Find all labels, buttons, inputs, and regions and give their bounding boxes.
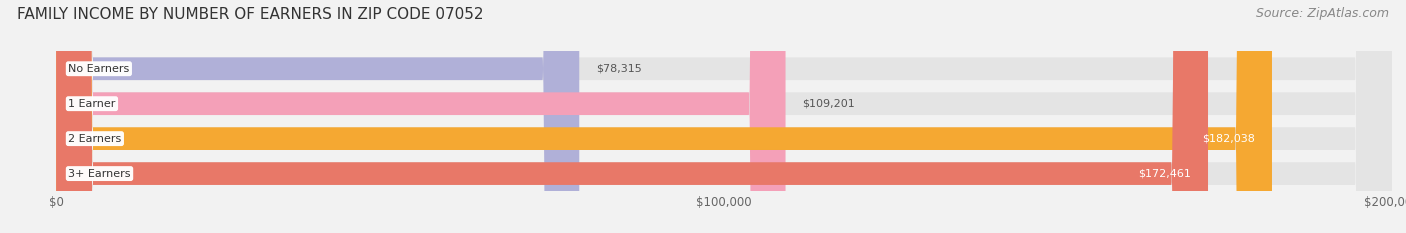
FancyBboxPatch shape: [56, 0, 1392, 233]
FancyBboxPatch shape: [56, 0, 1272, 233]
Text: 2 Earners: 2 Earners: [69, 134, 121, 144]
Text: FAMILY INCOME BY NUMBER OF EARNERS IN ZIP CODE 07052: FAMILY INCOME BY NUMBER OF EARNERS IN ZI…: [17, 7, 484, 22]
Text: Source: ZipAtlas.com: Source: ZipAtlas.com: [1256, 7, 1389, 20]
FancyBboxPatch shape: [56, 0, 1392, 233]
Text: 1 Earner: 1 Earner: [69, 99, 115, 109]
Text: 3+ Earners: 3+ Earners: [69, 169, 131, 178]
FancyBboxPatch shape: [56, 0, 786, 233]
Text: No Earners: No Earners: [69, 64, 129, 74]
Text: $182,038: $182,038: [1202, 134, 1256, 144]
Text: $109,201: $109,201: [803, 99, 855, 109]
Text: $78,315: $78,315: [596, 64, 641, 74]
FancyBboxPatch shape: [56, 0, 579, 233]
FancyBboxPatch shape: [56, 0, 1392, 233]
Text: $172,461: $172,461: [1139, 169, 1191, 178]
FancyBboxPatch shape: [56, 0, 1392, 233]
FancyBboxPatch shape: [56, 0, 1208, 233]
